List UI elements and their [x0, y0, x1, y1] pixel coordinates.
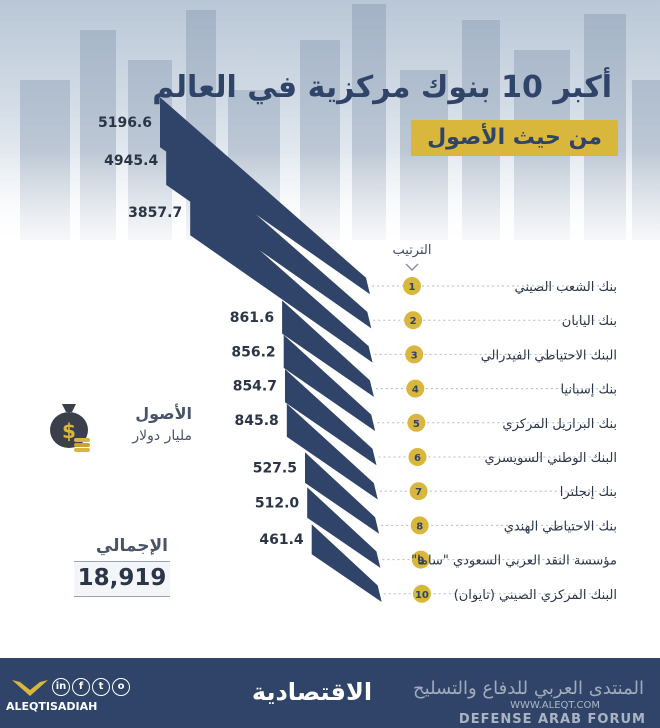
- bar-mark: [190, 189, 373, 363]
- bar-mark: [311, 524, 382, 602]
- bar-mark: [282, 300, 374, 397]
- value-label: 527.5: [253, 461, 297, 477]
- chevron-down-icon: [405, 263, 419, 272]
- facebook-icon[interactable]: f: [72, 678, 90, 696]
- assets-legend-unit: مليار دولار: [132, 428, 192, 444]
- rank-number: 6: [414, 453, 421, 464]
- total-value: 18,919: [77, 565, 167, 591]
- rank-badge: [405, 345, 424, 364]
- rank-number: 4: [412, 385, 419, 396]
- bar-mark: [285, 369, 377, 466]
- footer-bar: [0, 658, 660, 728]
- category-label: البنك الاحتياطي الفيدرالي: [481, 348, 617, 363]
- rank-badge: [406, 379, 425, 398]
- bar-mark: [166, 135, 372, 329]
- value-label: 461.4: [259, 532, 304, 548]
- bar-mark: [286, 403, 378, 500]
- bar-mark: [160, 97, 370, 295]
- value-label: 845.8: [235, 413, 279, 429]
- value-label: 5196.6: [98, 115, 152, 131]
- category-label: بنك إسبانيا: [560, 383, 617, 398]
- rank-number: 5: [413, 419, 420, 430]
- bar-mark: [283, 334, 376, 432]
- brand-logo-icon: [12, 680, 48, 696]
- category-label: بنك الاحتياطي الهندي: [504, 519, 617, 534]
- rank-number: 2: [410, 316, 417, 327]
- watermark-url: WWW.ALEQT.COM: [510, 700, 600, 711]
- value-label: 854.7: [233, 379, 277, 395]
- svg-text:$: $: [62, 419, 76, 443]
- rank-column-header: الترتيب: [392, 243, 432, 258]
- rank-badge: [412, 584, 431, 603]
- twitter-icon[interactable]: t: [92, 678, 110, 696]
- skyline-fade: [0, 150, 660, 260]
- watermark-english: DEFENSE ARAB FORUM: [458, 712, 646, 727]
- instagram-icon[interactable]: o: [112, 678, 130, 696]
- value-label: 861.6: [230, 310, 274, 326]
- money-bag-icon: $: [50, 404, 90, 452]
- category-label: البنك الوطني السويسري: [485, 451, 617, 466]
- category-label: مؤسسة النقد العربي السعودي "ساما": [411, 554, 617, 569]
- rank-badge: [411, 550, 430, 569]
- rank-badge: [408, 448, 427, 466]
- category-label: بنك اليابان: [562, 314, 617, 329]
- total-box: [74, 561, 170, 597]
- rank-number: 9: [417, 556, 424, 567]
- rank-number: 1: [409, 282, 416, 293]
- value-label: 856.2: [231, 344, 275, 360]
- brand-handle: ALEQTISADIAH: [6, 700, 98, 713]
- category-label: بنك الشعب الصيني: [515, 280, 618, 295]
- bar-mark: [305, 452, 380, 534]
- category-label: البنك المركزي الصيني (تايوان): [454, 588, 617, 603]
- bar-mark: [307, 487, 381, 568]
- rank-number: 8: [416, 521, 423, 532]
- rank-number: 7: [415, 487, 422, 498]
- rank-badge: [409, 482, 428, 501]
- value-label: 4945.4: [104, 153, 158, 169]
- brand-name: الاقتصادية: [251, 678, 373, 706]
- rank-number: 3: [411, 350, 418, 361]
- total-label: الإجمالي: [95, 536, 168, 556]
- chart-title: أكبر 10 بنوك مركزية في العالم: [152, 70, 612, 105]
- rank-badge: [410, 516, 429, 535]
- category-label: بنك البرازيل المركزي: [502, 417, 617, 432]
- chart-subtitle: من حيث الأصول: [411, 120, 618, 156]
- value-label: 3857.7: [128, 205, 182, 221]
- linkedin-icon[interactable]: in: [52, 678, 70, 696]
- watermark-arabic: المنتدى العربي للدفاع والتسليح: [413, 678, 644, 699]
- value-label: 512.0: [255, 496, 300, 512]
- assets-legend-label: الأصول: [135, 404, 192, 423]
- category-label: بنك إنجلترا: [560, 485, 617, 500]
- rank-number: 10: [415, 590, 429, 601]
- rank-badge: [407, 413, 426, 432]
- rank-badge: [403, 277, 421, 295]
- rank-badge: [404, 311, 423, 330]
